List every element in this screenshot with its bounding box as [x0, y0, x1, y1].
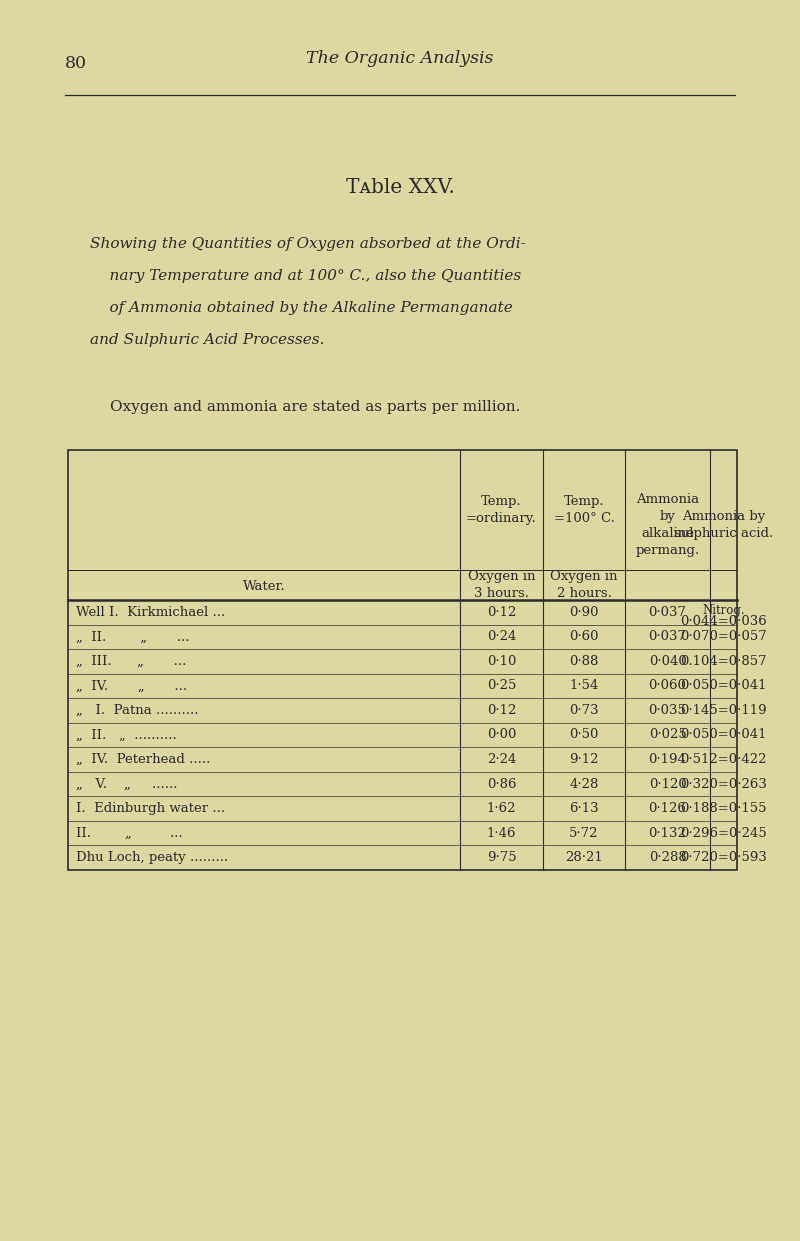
Text: 0·12: 0·12 [487, 704, 516, 717]
Text: 0·88: 0·88 [570, 655, 598, 668]
Text: Well I.  Kirkmichael ...: Well I. Kirkmichael ... [76, 606, 226, 619]
Text: Temp.
=ordinary.: Temp. =ordinary. [466, 495, 537, 525]
Text: „  II.   „  ..........: „ II. „ .......... [76, 728, 177, 742]
Text: 0·86: 0·86 [486, 778, 516, 791]
Text: 0·90: 0·90 [570, 606, 598, 619]
Text: „  II.        „       ...: „ II. „ ... [76, 630, 190, 643]
Text: and Sulphuric Acid Processes.: and Sulphuric Acid Processes. [90, 333, 325, 347]
Text: Temp.
=100° C.: Temp. =100° C. [554, 495, 614, 525]
Text: Oxygen and ammonia are stated as parts per million.: Oxygen and ammonia are stated as parts p… [110, 400, 520, 414]
Text: of Ammonia obtained by the Alkaline Permanganate: of Ammonia obtained by the Alkaline Perm… [90, 302, 513, 315]
Text: 0·288: 0·288 [649, 851, 686, 864]
Text: 0·12: 0·12 [487, 606, 516, 619]
Text: 0·10: 0·10 [487, 655, 516, 668]
Text: 1·46: 1·46 [486, 827, 516, 840]
Text: 0·188=0·155: 0·188=0·155 [680, 802, 766, 815]
Text: Nitrog.: Nitrog. [702, 604, 745, 617]
Text: 0·60: 0·60 [570, 630, 598, 643]
Text: 9·75: 9·75 [486, 851, 516, 864]
Text: 0·25: 0·25 [487, 679, 516, 692]
Text: 0·00: 0·00 [487, 728, 516, 742]
Text: 5·72: 5·72 [570, 827, 598, 840]
Text: Ammonia
by
alkaline
permang.: Ammonia by alkaline permang. [635, 493, 700, 557]
Text: 0·037: 0·037 [649, 606, 686, 619]
Text: 1·62: 1·62 [486, 802, 516, 815]
Text: 0·070=0·057: 0·070=0·057 [680, 630, 767, 643]
Text: 0·050=0·041: 0·050=0·041 [680, 679, 766, 692]
Text: „  III.      „       ...: „ III. „ ... [76, 655, 186, 668]
Text: Oxygen in
2 hours.: Oxygen in 2 hours. [550, 570, 618, 599]
Text: 0·145=0·119: 0·145=0·119 [680, 704, 767, 717]
Text: 1·54: 1·54 [570, 679, 598, 692]
Text: 2·24: 2·24 [487, 753, 516, 766]
Text: 0·194: 0·194 [649, 753, 686, 766]
Text: 0·037: 0·037 [649, 630, 686, 643]
Text: nary Temperature and at 100° C., also the Quantities: nary Temperature and at 100° C., also th… [90, 269, 522, 283]
Bar [68, 450, 737, 870]
Text: 0.104=0·857: 0.104=0·857 [680, 655, 767, 668]
Text: Oxygen in
3 hours.: Oxygen in 3 hours. [468, 570, 535, 599]
Text: Tᴀble XXV.: Tᴀble XXV. [346, 177, 454, 197]
Text: „  IV.       „       ...: „ IV. „ ... [76, 679, 187, 692]
Text: Showing the Quantities of Oxygen absorbed at the Ordi-: Showing the Quantities of Oxygen absorbe… [90, 237, 526, 251]
Text: 0·512=0·422: 0·512=0·422 [680, 753, 766, 766]
Text: 0·060: 0·060 [649, 679, 686, 692]
Text: 0·24: 0·24 [487, 630, 516, 643]
Text: „   I.  Patna ..........: „ I. Patna .......... [76, 704, 198, 717]
Text: „  IV.  Peterhead .....: „ IV. Peterhead ..... [76, 753, 210, 766]
Text: 0·044=0·036: 0·044=0·036 [680, 616, 767, 628]
Text: 9·12: 9·12 [570, 753, 598, 766]
Text: The Organic Analysis: The Organic Analysis [306, 50, 494, 67]
Text: 80: 80 [65, 55, 87, 72]
Text: 0·296=0·245: 0·296=0·245 [680, 827, 767, 840]
Text: II.        „         ...: II. „ ... [76, 827, 182, 840]
Text: 0·126: 0·126 [649, 802, 686, 815]
Text: Ammonia by
sulphuric acid.: Ammonia by sulphuric acid. [674, 510, 773, 540]
Text: 0·132: 0·132 [649, 827, 686, 840]
Text: 0·050=0·041: 0·050=0·041 [680, 728, 766, 742]
Text: 0·320=0·263: 0·320=0·263 [680, 778, 767, 791]
Text: 0·120: 0·120 [649, 778, 686, 791]
Text: Water.: Water. [242, 581, 286, 593]
Text: 0·720=0·593: 0·720=0·593 [680, 851, 767, 864]
Text: 0·73: 0·73 [569, 704, 599, 717]
Text: 4·28: 4·28 [570, 778, 598, 791]
Text: Dhu Loch, peaty .........: Dhu Loch, peaty ......... [76, 851, 228, 864]
Text: 28·21: 28·21 [565, 851, 603, 864]
Text: 0·040: 0·040 [649, 655, 686, 668]
Text: I.  Edinburgh water ...: I. Edinburgh water ... [76, 802, 225, 815]
Text: 0·50: 0·50 [570, 728, 598, 742]
Text: „   V.    „     ......: „ V. „ ...... [76, 778, 178, 791]
Text: 6·13: 6·13 [569, 802, 599, 815]
Text: 0·025: 0·025 [649, 728, 686, 742]
Text: 0·035: 0·035 [649, 704, 686, 717]
